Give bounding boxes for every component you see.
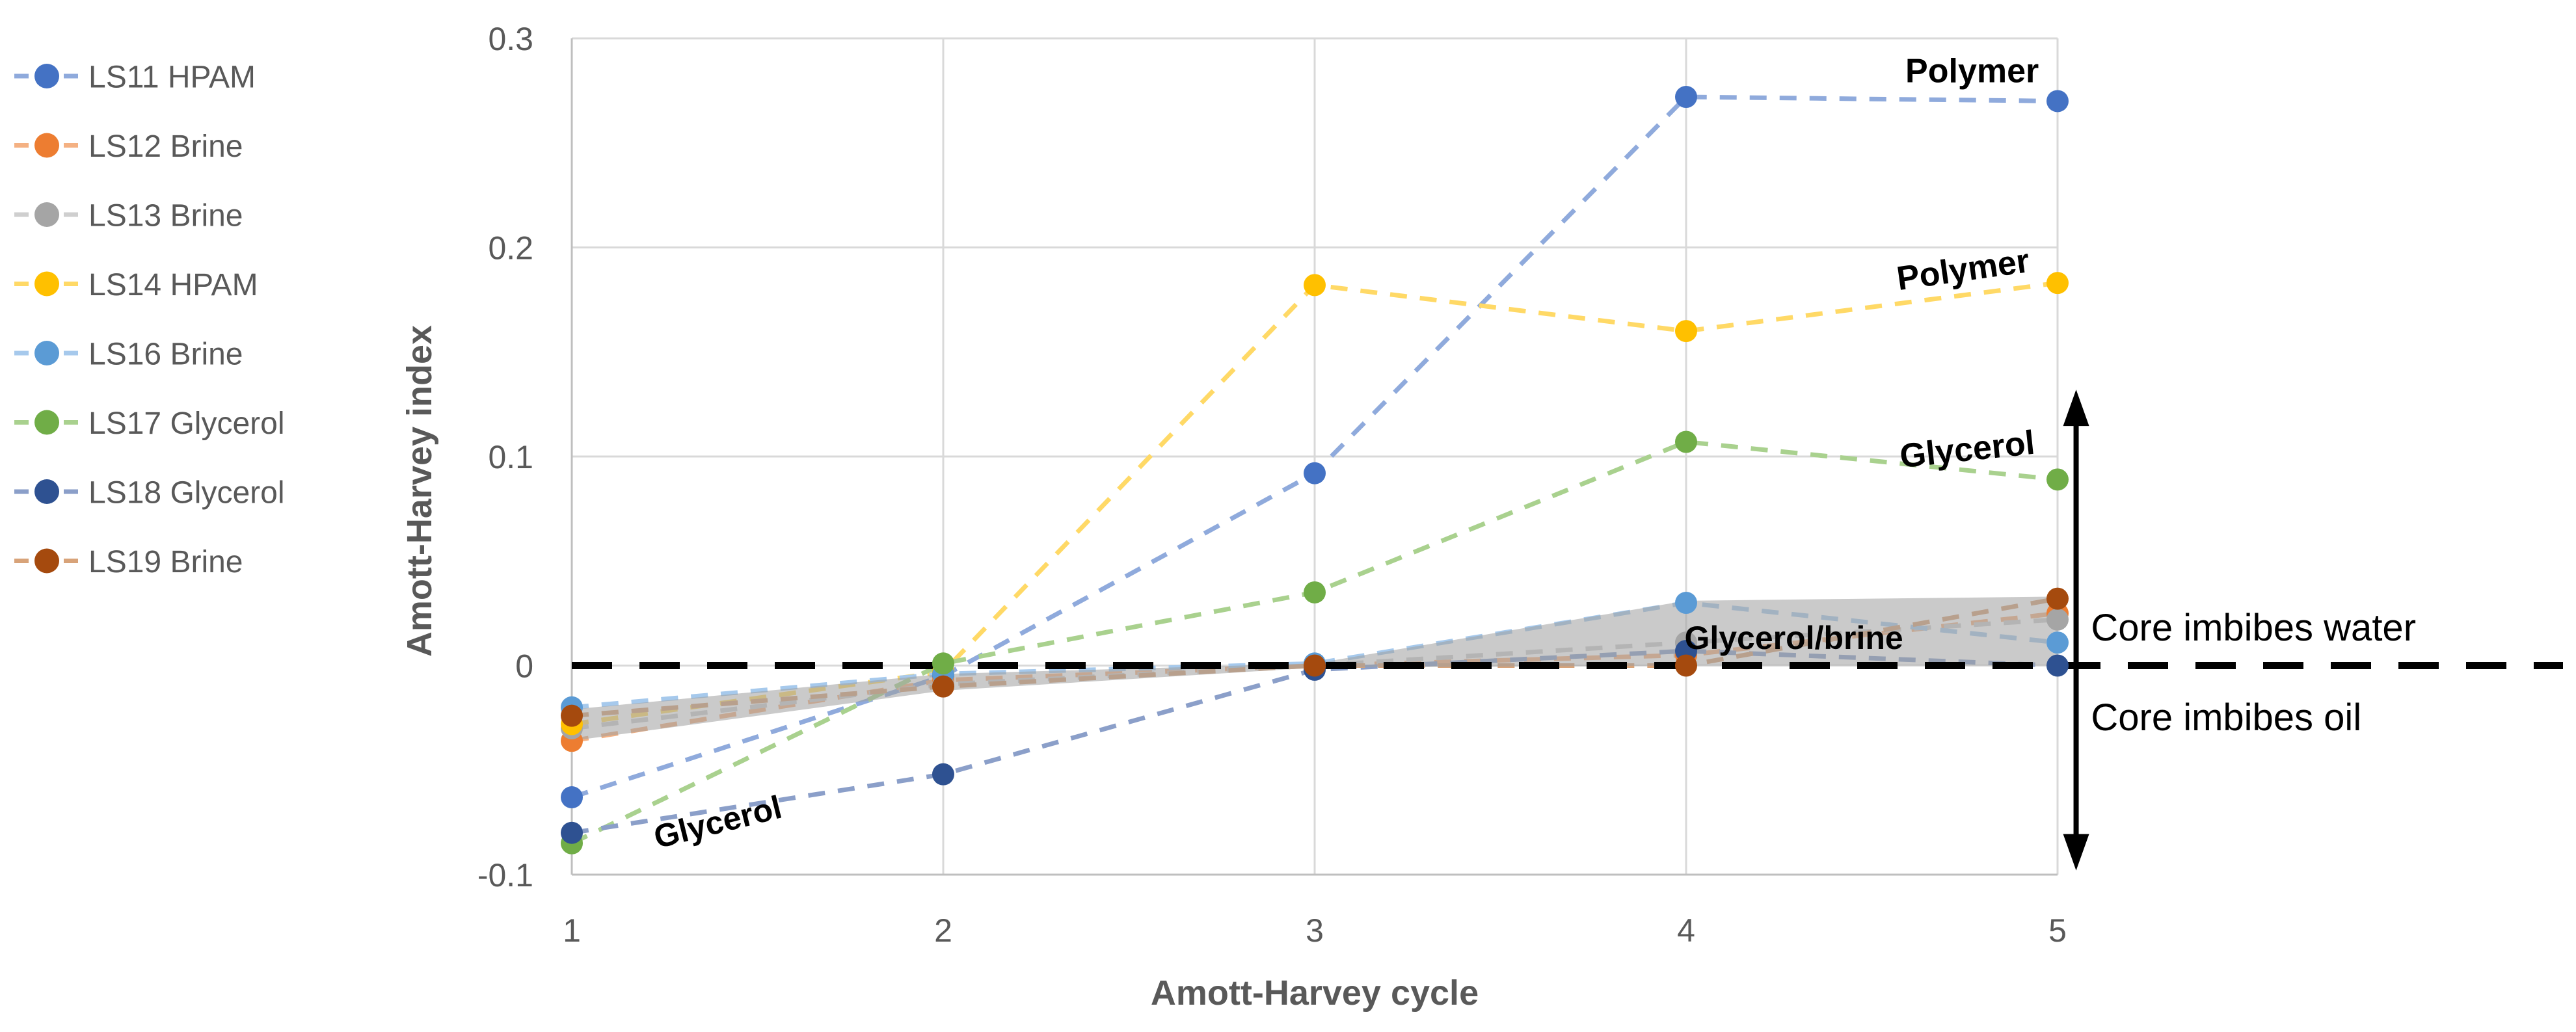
legend-label-ls13-brine: LS13 Brine xyxy=(88,198,243,233)
annotation-glycerol-right: Glycerol xyxy=(1898,424,2037,475)
marker-ls17-glycerol-cycle-5 xyxy=(2046,468,2069,491)
y-tick-label--0.1: -0.1 xyxy=(477,857,533,893)
x-tick-label-3: 3 xyxy=(1306,912,1324,949)
marker-ls14-hpam-cycle-3 xyxy=(1304,274,1326,297)
legend-marker-ls17-glycerol xyxy=(34,410,59,435)
legend-item-ls19-brine: LS19 Brine xyxy=(14,545,243,579)
series-markers xyxy=(561,86,2069,854)
legend-marker-ls14-hpam xyxy=(34,271,59,297)
marker-ls16-brine-cycle-4 xyxy=(1675,592,1697,615)
legend-label-ls12-brine: LS12 Brine xyxy=(88,129,243,164)
legend-item-ls17-glycerol: LS17 Glycerol xyxy=(14,406,284,441)
marker-ls19-brine-cycle-3 xyxy=(1304,654,1326,677)
legend-label-ls18-glycerol: LS18 Glycerol xyxy=(88,475,284,510)
legend-marker-ls18-glycerol xyxy=(34,479,59,504)
annotation-glycerol-brine: Glycerol/brine xyxy=(1684,620,1903,656)
marker-ls11-hpam-cycle-4 xyxy=(1675,86,1697,109)
legend-marker-ls19-brine xyxy=(34,548,59,574)
annotation-glycerol-bottom: Glycerol xyxy=(650,789,785,856)
x-tick-label-4: 4 xyxy=(1677,912,1695,949)
legend-label-ls16-brine: LS16 Brine xyxy=(88,337,243,371)
legend-marker-ls13-brine xyxy=(34,202,59,227)
legend-item-ls18-glycerol: LS18 Glycerol xyxy=(14,475,284,510)
y-tick-label-0: 0 xyxy=(515,648,533,685)
legend-label-ls11-hpam: LS11 HPAM xyxy=(88,60,256,94)
marker-ls11-hpam-cycle-5 xyxy=(2046,90,2069,112)
legend-label-ls19-brine: LS19 Brine xyxy=(88,545,243,579)
legend-label-ls14-hpam: LS14 HPAM xyxy=(88,268,258,302)
marker-ls11-hpam-cycle-3 xyxy=(1304,462,1326,484)
arrow-head-down-icon xyxy=(2063,834,2089,871)
legend-marker-ls11-hpam xyxy=(34,64,59,88)
marker-ls19-brine-cycle-4 xyxy=(1675,654,1697,677)
series-line-ls16-brine xyxy=(571,600,2058,710)
annotation-core-water: Core imbibes water xyxy=(2091,607,2416,649)
legend: LS11 HPAM LS12 Brine LS13 Brine LS14 HPAM LS… xyxy=(14,60,284,579)
marker-ls14-hpam-cycle-5 xyxy=(2046,272,2069,295)
annotation-polymer-top: Polymer xyxy=(1905,53,2039,90)
annotations: Polymer Polymer Glycerol Glycerol/brine Glyc… xyxy=(650,53,2416,856)
y-axis-title: Amott-Harvey index xyxy=(400,325,439,657)
marker-ls19-brine-cycle-1 xyxy=(561,704,583,727)
legend-label-ls17-glycerol: LS17 Glycerol xyxy=(88,406,284,441)
annotation-polymer-mid: Polymer xyxy=(1894,242,2032,298)
legend-item-ls16-brine: LS16 Brine xyxy=(14,337,243,371)
marker-ls17-glycerol-cycle-3 xyxy=(1304,581,1326,603)
y-tick-label-0.2: 0.2 xyxy=(488,230,533,267)
marker-ls18-glycerol-cycle-5 xyxy=(2046,654,2069,677)
legend-marker-ls12-brine xyxy=(34,133,59,158)
marker-ls17-glycerol-cycle-2 xyxy=(932,652,954,675)
marker-ls11-hpam-cycle-1 xyxy=(561,786,583,809)
x-tick-label-2: 2 xyxy=(934,912,952,949)
marker-ls16-brine-cycle-5 xyxy=(2046,631,2069,654)
y-tick-label-0.1: 0.1 xyxy=(488,439,533,475)
legend-item-ls11-hpam: LS11 HPAM xyxy=(14,60,256,94)
marker-ls19-brine-cycle-2 xyxy=(932,675,954,698)
legend-item-ls14-hpam: LS14 HPAM xyxy=(14,268,258,302)
marker-ls18-glycerol-cycle-2 xyxy=(932,763,954,786)
y-tick-label-0.3: 0.3 xyxy=(488,21,533,57)
x-tick-label-1: 1 xyxy=(563,912,581,949)
x-tick-label-5: 5 xyxy=(2048,912,2067,949)
marker-ls17-glycerol-cycle-4 xyxy=(1675,430,1697,453)
axis-ticks: 0.3 0.2 0.1 0 -0.1 1 2 3 4 5 xyxy=(477,21,2067,949)
arrow-head-up-icon xyxy=(2063,390,2089,427)
legend-item-ls13-brine: LS13 Brine xyxy=(14,198,243,233)
x-axis-title: Amott-Harvey cycle xyxy=(1151,973,1479,1012)
legend-marker-ls16-brine xyxy=(34,341,59,365)
legend-item-ls12-brine: LS12 Brine xyxy=(14,129,243,164)
marker-ls19-brine-cycle-5 xyxy=(2046,587,2069,610)
marker-ls13-brine-cycle-5 xyxy=(2046,608,2069,631)
marker-ls14-hpam-cycle-4 xyxy=(1675,320,1697,343)
gridlines xyxy=(570,37,2059,876)
annotation-core-oil: Core imbibes oil xyxy=(2091,696,2361,739)
imbibition-direction-arrow xyxy=(2063,390,2089,871)
marker-ls18-glycerol-cycle-1 xyxy=(561,821,583,844)
